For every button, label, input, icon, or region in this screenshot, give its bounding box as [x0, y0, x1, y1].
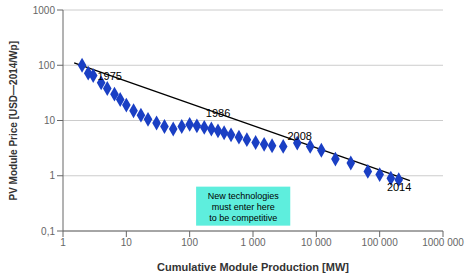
svg-text:2008: 2008 [287, 130, 311, 142]
svg-text:100 000: 100 000 [362, 237, 399, 248]
svg-text:1: 1 [60, 237, 66, 248]
svg-text:100: 100 [181, 237, 198, 248]
svg-text:1 000: 1 000 [240, 237, 265, 248]
svg-text:10: 10 [44, 115, 56, 126]
svg-text:PV Module Price [USD—2014/Wp]: PV Module Price [USD—2014/Wp] [8, 41, 19, 200]
svg-text:Cumulative Module Production [: Cumulative Module Production [MW] [157, 261, 349, 273]
svg-text:to be competitive: to be competitive [209, 213, 277, 223]
svg-text:10 000: 10 000 [301, 237, 332, 248]
svg-text:must enter here: must enter here [212, 202, 275, 212]
svg-text:1986: 1986 [206, 107, 230, 119]
svg-text:1975: 1975 [97, 70, 121, 82]
svg-text:1000: 1000 [33, 5, 56, 16]
svg-text:100: 100 [38, 60, 55, 71]
svg-text:2014: 2014 [387, 181, 411, 193]
svg-text:1: 1 [49, 170, 55, 181]
svg-text:New technologies: New technologies [208, 191, 280, 201]
svg-text:10: 10 [121, 237, 133, 248]
svg-text:0,1: 0,1 [41, 226, 55, 237]
svg-text:1000 000: 1000 000 [422, 237, 464, 248]
